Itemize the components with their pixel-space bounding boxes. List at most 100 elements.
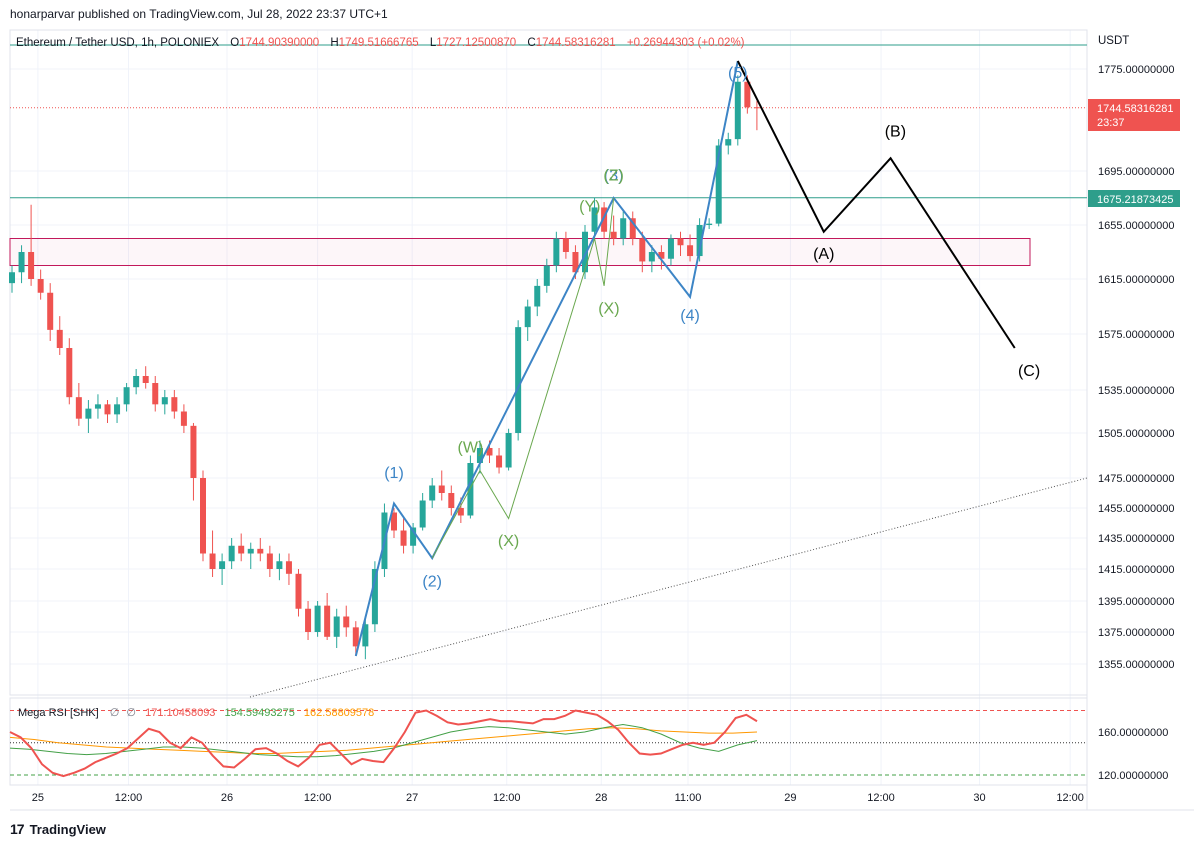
candle-body-70 [677, 238, 684, 246]
candle-body-50 [486, 448, 493, 456]
rsi-eye-icon: ∅ [110, 707, 120, 719]
candle-body-38 [371, 569, 378, 625]
candle-body-18 [180, 411, 187, 426]
candle-layer [9, 75, 760, 660]
price-tick-11: 1395.00000000 [1098, 596, 1174, 608]
rsi-settings-icon: ∅ [126, 707, 136, 719]
candle-body-29 [285, 561, 292, 574]
price-tick-5: 1535.00000000 [1098, 385, 1174, 397]
rsi-legend[interactable]: Mega RSI [SHK] ∅ ∅ 171.10458093 154.5949… [18, 707, 374, 719]
candle-body-64 [620, 218, 627, 239]
wave-label-a: (A) [813, 246, 834, 263]
abc-projection-path [736, 60, 1016, 349]
time-tick-6: 28 [595, 792, 607, 804]
time-tick-7: 11:00 [675, 792, 702, 804]
rsi-orange-line [9, 727, 758, 754]
candle-body-63 [610, 231, 617, 239]
candle-body-0 [9, 272, 15, 284]
candle-body-67 [648, 252, 655, 262]
candle-body-43 [419, 500, 426, 528]
candle-body-33 [324, 605, 331, 637]
candle-body-28 [276, 561, 283, 569]
level-layer [10, 44, 1088, 698]
resistance-price-tag [1088, 190, 1180, 207]
candle-body-34 [333, 616, 340, 637]
time-tick-11: 12:00 [1056, 792, 1084, 804]
rsi-title: Mega RSI [SHK] [18, 707, 99, 719]
candle-body-16 [161, 397, 168, 405]
wave-label-4: (4) [680, 307, 700, 324]
rsi-tick-0: 160.00000000 [1098, 727, 1168, 739]
currency-label: USDT [1098, 35, 1129, 47]
candle-body-35 [343, 616, 350, 628]
time-tick-1: 12:00 [115, 792, 143, 804]
candle-body-7 [75, 397, 82, 419]
wave-label-1: (1) [384, 465, 404, 482]
price-tick-2: 1655.00000000 [1098, 220, 1174, 232]
rsi-layer: 160.00000000 120.00000000 [9, 709, 1168, 782]
candle-body-1 [18, 252, 25, 273]
candle-body-55 [534, 285, 541, 307]
footer-brand[interactable]: 17 TradingView [10, 821, 106, 837]
candle-body-32 [314, 605, 321, 632]
candle-body-65 [629, 218, 636, 239]
candle-body-75 [725, 139, 732, 146]
candle-body-10 [104, 404, 111, 415]
price-tick-13: 1355.00000000 [1098, 659, 1174, 671]
price-tick-4: 1575.00000000 [1098, 329, 1174, 341]
time-tick-10: 30 [973, 792, 985, 804]
candle-body-11 [114, 404, 121, 415]
open-label: O [230, 37, 239, 49]
high-label: H [330, 37, 338, 49]
price-axis-labels: 1775.00000000 1695.00000000 1655.00000000 1… [1098, 64, 1174, 671]
high-value: 1749.51666765 [339, 37, 419, 49]
wave-label-b: (B) [885, 124, 906, 141]
wave-layer: (1) (2) (3) (4) (5) (W) (X) (Y) (X) (Z) (A) (B) (C) [354, 60, 1040, 657]
candle-body-57 [553, 238, 560, 266]
change-value: +0.26944303 (+0.02%) [627, 37, 745, 49]
rsi-main-line [9, 709, 758, 778]
candle-body-44 [429, 485, 436, 501]
candle-body-52 [505, 433, 512, 468]
candle-body-69 [667, 238, 674, 259]
price-tick-8: 1455.00000000 [1098, 503, 1174, 515]
candle-body-49 [476, 448, 483, 463]
candle-body-2 [28, 252, 35, 279]
candle-body-58 [562, 238, 569, 252]
wave-label-x1: (X) [498, 533, 519, 550]
candle-body-27 [266, 553, 273, 569]
candle-body-13 [133, 376, 140, 388]
price-tick-3: 1615.00000000 [1098, 274, 1174, 286]
wave-label-3: (3) [604, 167, 624, 184]
candle-body-54 [524, 306, 531, 328]
candle-body-15 [152, 383, 159, 405]
candle-body-61 [591, 207, 598, 232]
candle-body-37 [362, 624, 369, 647]
rising-trendline [249, 477, 1088, 698]
price-tick-12: 1375.00000000 [1098, 627, 1174, 639]
price-tick-9: 1435.00000000 [1098, 533, 1174, 545]
candle-body-23 [228, 545, 235, 562]
low-label: L [430, 37, 437, 49]
wave-label-y: (Y) [579, 199, 600, 216]
candle-body-45 [438, 485, 445, 493]
candle-body-73 [706, 223, 713, 225]
wave-label-x2: (X) [598, 300, 619, 317]
wave-label-2: (2) [422, 574, 442, 591]
candle-body-78 [753, 107, 760, 109]
candle-body-20 [200, 478, 206, 554]
last-price-value: 1744.58316281 [1097, 103, 1173, 115]
candle-body-9 [94, 404, 101, 409]
low-value: 1727.12500870 [436, 37, 516, 49]
time-tick-0: 25 [32, 792, 44, 804]
rsi-green-line [9, 723, 758, 758]
corrective-wave-path [431, 197, 615, 559]
symbol-legend[interactable]: Ethereum / Tether USD, 1h, POLONIEX O174… [16, 37, 745, 49]
wave-label-5: (5) [728, 65, 748, 82]
candle-body-46 [448, 493, 455, 508]
candle-body-30 [295, 573, 302, 609]
wave-label-z: (Z) [603, 167, 623, 184]
candle-body-56 [543, 265, 550, 286]
price-pane-frame [9, 29, 1088, 696]
